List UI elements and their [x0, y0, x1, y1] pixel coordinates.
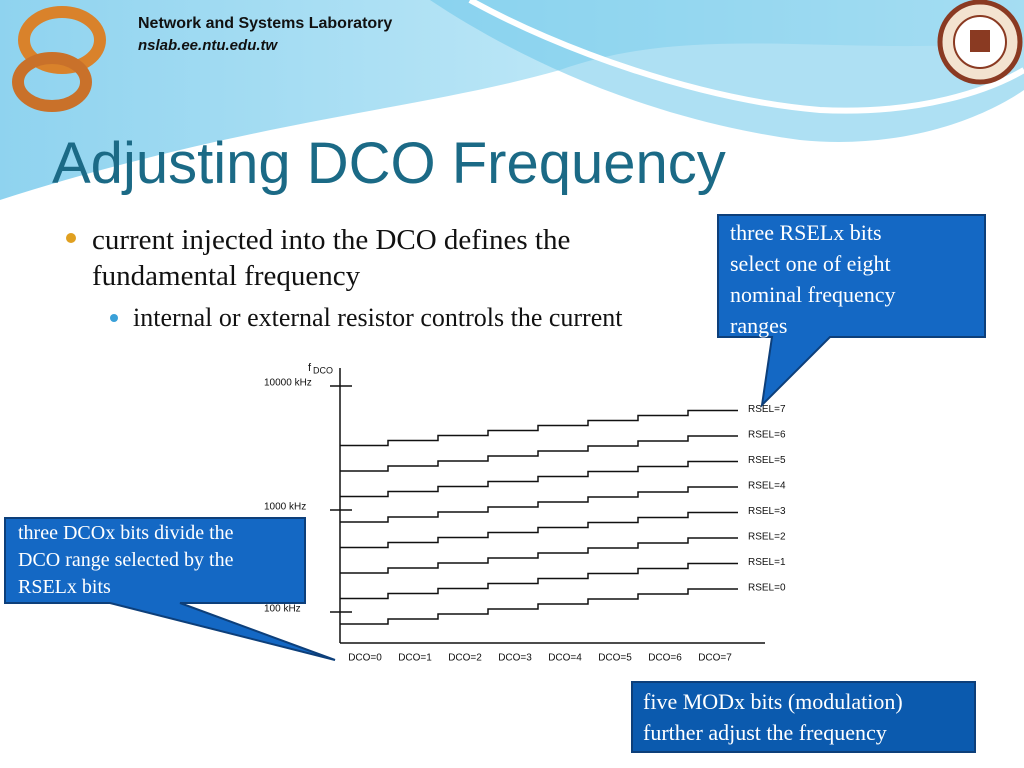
- x-label: DCO=4: [548, 653, 582, 664]
- y-tick-label: 100 kHz: [264, 604, 301, 615]
- callout-mod: [631, 681, 976, 753]
- x-label: DCO=7: [698, 653, 732, 664]
- callout-dco: [4, 517, 336, 661]
- x-label: DCO=5: [598, 653, 632, 664]
- axis-label: f: [308, 362, 312, 374]
- header-wave: [430, 0, 1024, 142]
- callout-line: three RSELx bits: [730, 220, 882, 245]
- callout-text: five MODx bits (modulation) further adjus…: [643, 686, 903, 748]
- step-line: [340, 588, 738, 625]
- step-diagram: f DCO 10000 kHz 1000 kHz 100 kHz DCO=0 DCO=1…: [264, 362, 786, 664]
- step-line: [340, 486, 738, 523]
- slide-title: Adjusting DCO Frequency: [52, 131, 726, 196]
- step-line: [340, 511, 738, 549]
- callout-rsel: [717, 214, 986, 408]
- bullet: current injected into the DCO defines th…: [92, 224, 571, 292]
- callout-line: five MODx bits (modulation): [643, 689, 903, 714]
- series-label: RSEL=6: [748, 430, 786, 441]
- callout-line: three DCOx bits divide the: [18, 522, 234, 544]
- x-label: DCO=0: [348, 653, 382, 664]
- callout-line: ranges: [730, 313, 788, 338]
- lab-logo: [12, 6, 106, 112]
- callout-line: further adjust the frequency: [643, 720, 887, 745]
- step-line: [340, 435, 738, 472]
- series-label: RSEL=0: [748, 583, 786, 594]
- axis-label-sub: DCO: [313, 365, 333, 375]
- header-stripe: [468, 0, 1024, 114]
- series-label: RSEL=7: [748, 404, 786, 415]
- callout-line: RSELx bits: [18, 576, 111, 598]
- x-label: DCO=1: [398, 653, 432, 664]
- callout-text: three DCOx bits divide the DCO range sele…: [18, 520, 234, 601]
- x-label: DCO=6: [648, 653, 682, 664]
- step-line: [340, 562, 738, 600]
- callout-line: nominal frequency: [730, 282, 896, 307]
- x-label: DCO=3: [498, 653, 532, 664]
- callout-text: three RSELx bits select one of eight nomin…: [730, 217, 896, 341]
- series-label: RSEL=1: [748, 557, 786, 568]
- bullet-dot: [110, 314, 118, 322]
- sub-bullet: internal or external resistor controls t…: [133, 303, 623, 332]
- lab-url: nslab.ee.ntu.edu.tw: [138, 37, 278, 54]
- series-label: RSEL=4: [748, 481, 786, 492]
- series-label: RSEL=5: [748, 455, 786, 466]
- university-seal: [937, 0, 1023, 85]
- y-tick-label: 1000 kHz: [264, 502, 306, 513]
- callout-line: DCO range selected by the: [18, 549, 234, 571]
- y-tick-label: 10000 kHz: [264, 378, 312, 389]
- x-label: DCO=2: [448, 653, 482, 664]
- step-line: [340, 460, 738, 498]
- step-line: [340, 537, 738, 574]
- callout-line: select one of eight: [730, 251, 891, 276]
- step-line: [340, 409, 738, 447]
- lab-name: Network and Systems Laboratory: [138, 15, 393, 32]
- bullet-dot: [66, 233, 76, 243]
- series-label: RSEL=2: [748, 532, 786, 543]
- series-label: RSEL=3: [748, 506, 786, 517]
- header-band: [0, 0, 1024, 200]
